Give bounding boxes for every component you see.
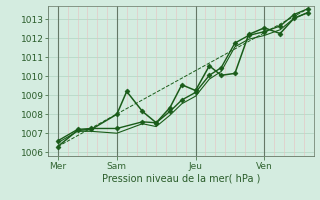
X-axis label: Pression niveau de la mer( hPa ): Pression niveau de la mer( hPa ) (102, 173, 260, 183)
